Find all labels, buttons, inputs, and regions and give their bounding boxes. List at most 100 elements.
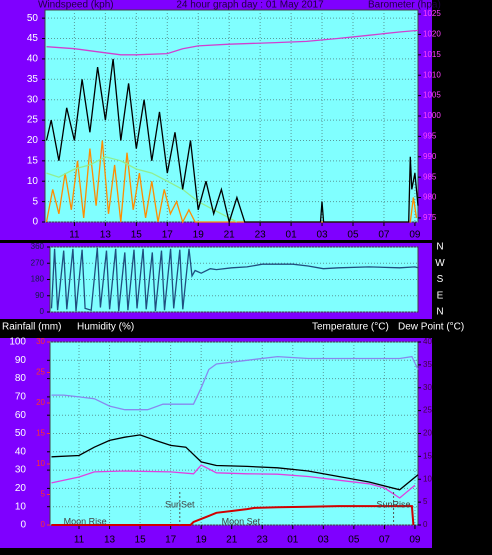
x-tick-label: 07 (378, 230, 390, 241)
y2-tick-label: 1015 (423, 50, 441, 59)
y2-tick-label: 15 (423, 451, 432, 460)
y2-tick-label: 25 (423, 406, 432, 415)
x-tick-label: 11 (69, 230, 80, 241)
y2-tick-label: 1020 (423, 30, 441, 39)
y-tick-label: 30 (15, 465, 27, 476)
series-line (51, 464, 416, 499)
y2-tick-label: 985 (423, 172, 437, 181)
y3-tick-label: 20 (36, 398, 45, 407)
y2-axis-label: Barometer (hpa) (368, 0, 441, 11)
y2-tick-label: 980 (423, 193, 437, 202)
y-tick-label: 25 (27, 115, 39, 126)
y-tick-label: 360 (31, 242, 45, 251)
compass-label: S (437, 274, 444, 285)
y-tick-label: 35 (27, 74, 39, 85)
y-tick-label: 40 (15, 446, 27, 457)
y2-tick-label: 990 (423, 152, 437, 161)
y-tick-label: 90 (35, 291, 44, 300)
y2-axis-label: Dew Point (°C) (398, 322, 464, 333)
y-axis-label: Rainfall (mm) (2, 322, 61, 333)
y-tick-label: 90 (15, 355, 27, 366)
y-tick-label: 20 (27, 135, 39, 146)
x-tick-label: 15 (135, 535, 147, 546)
y-tick-label: 40 (27, 54, 39, 65)
series-line (51, 434, 419, 491)
compass-label: N (436, 242, 443, 253)
annotation: Moon Rise (64, 516, 107, 526)
annotation: SunRise (377, 499, 411, 509)
x-tick-label: 07 (379, 535, 391, 546)
x-tick-label: 19 (196, 535, 208, 546)
x-tick-label: 21 (224, 230, 236, 241)
y-tick-label: 0 (32, 217, 38, 228)
y-tick-label: 60 (15, 410, 27, 421)
y3-tick-label: 25 (36, 368, 45, 377)
y2-tick-label: 30 (423, 383, 432, 392)
y-tick-label: 180 (31, 275, 45, 284)
y2-tick-label: 975 (423, 213, 437, 222)
compass-label: E (437, 290, 444, 301)
plot-area (44, 9, 419, 223)
y-tick-label: 45 (27, 33, 39, 44)
y2-tick-label: 1000 (423, 111, 441, 120)
y2-tick-label: 40 (423, 337, 432, 346)
y3-tick-label: 5 (41, 490, 46, 499)
y-axis-label: Windspeed (kph) (38, 0, 114, 11)
y3-tick-label: 15 (36, 429, 45, 438)
y3-tick-label: 30 (36, 337, 45, 346)
y2-tick-label: 35 (423, 360, 432, 369)
y-tick-label: 5 (32, 196, 38, 207)
x-tick-label: 23 (257, 535, 269, 546)
x-tick-label: 03 (318, 535, 330, 546)
annotation: SunSet (165, 499, 195, 509)
x-tick-label: 11 (74, 535, 85, 546)
x-tick-label: 09 (409, 230, 421, 241)
x-tick-label: 15 (131, 230, 143, 241)
y-tick-label: 50 (27, 13, 39, 24)
x-tick-label: 23 (255, 230, 267, 241)
x-tick-label: 21 (226, 535, 238, 546)
series-line (45, 58, 419, 225)
x-tick-label: 17 (165, 535, 177, 546)
y-tick-label: 10 (27, 176, 39, 187)
y-tick-label: 70 (15, 392, 27, 403)
y-tick-label: 270 (31, 258, 45, 267)
y-tick-label: 20 (15, 483, 27, 494)
y-tick-label: 30 (27, 94, 39, 105)
series-line (51, 505, 415, 526)
x-tick-label: 05 (348, 535, 360, 546)
y-tick-label: 100 (9, 337, 26, 348)
y3-tick-label: 10 (36, 459, 45, 468)
chart-title: 24 hour graph day : 01 May 2017 (176, 0, 324, 11)
x-tick-label: 01 (287, 535, 299, 546)
y-tick-label: 0 (40, 307, 45, 316)
y2-tick-label: 0 (423, 520, 428, 529)
series-line (46, 29, 419, 56)
series-line (46, 156, 238, 223)
y2-tick-label: 1025 (423, 9, 441, 18)
x-tick-label: 19 (193, 230, 205, 241)
x-tick-label: 03 (316, 230, 328, 241)
series-line (45, 140, 418, 224)
y2-tick-label: 1005 (423, 91, 441, 100)
y2-tick-label: 995 (423, 131, 437, 140)
x-tick-label: 13 (104, 535, 116, 546)
y-tick-label: 10 (15, 501, 27, 512)
x-tick-label: 09 (409, 535, 421, 546)
y2-tick-label: 1010 (423, 70, 441, 79)
x-tick-label: 05 (347, 230, 359, 241)
x-tick-label: 17 (162, 230, 174, 241)
x-tick-label: 13 (100, 230, 112, 241)
series-line (50, 247, 419, 312)
y-axis-label: Humidity (%) (77, 322, 134, 333)
y-tick-label: 50 (15, 428, 27, 439)
y3-tick-label: 0 (41, 520, 46, 529)
series-line (51, 355, 419, 411)
y-tick-label: 80 (15, 373, 27, 384)
y2-axis-label: Temperature (°C) (312, 322, 389, 333)
annotation: Moon Set (222, 516, 261, 526)
y-tick-label: 0 (20, 520, 26, 531)
compass-label: N (436, 307, 443, 318)
